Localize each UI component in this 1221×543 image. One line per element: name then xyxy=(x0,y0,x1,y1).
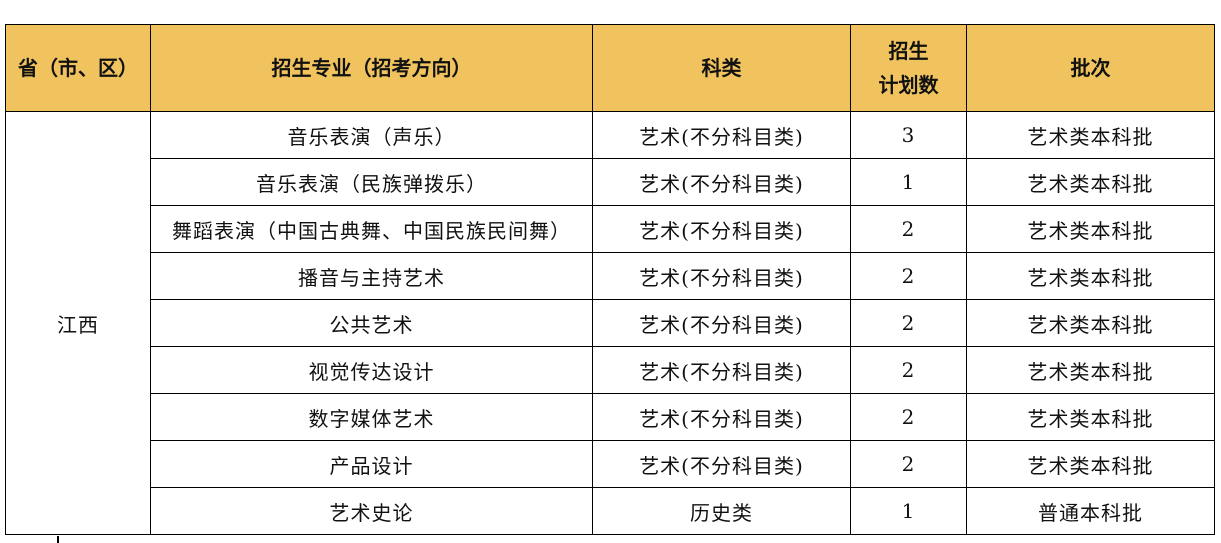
cell-major: 音乐表演（民族弹拨乐） xyxy=(150,158,593,206)
cell-major: 数字媒体艺术 xyxy=(150,393,593,441)
header-plan-line1: 招生 xyxy=(888,39,929,63)
cell-category: 艺术(不分科目类) xyxy=(592,158,851,206)
cell-category: 历史类 xyxy=(592,487,851,535)
cell-major: 舞蹈表演（中国古典舞、中国民族民间舞） xyxy=(150,205,593,253)
header-major: 招生专业（招考方向） xyxy=(150,24,593,112)
table-row: 公共艺术 艺术(不分科目类) 2 艺术类本科批 xyxy=(6,299,1215,347)
cell-category: 艺术(不分科目类) xyxy=(592,440,851,488)
cell-plan: 1 xyxy=(850,487,967,535)
cell-batch: 艺术类本科批 xyxy=(966,299,1215,347)
cell-batch: 艺术类本科批 xyxy=(966,393,1215,441)
cell-major: 视觉传达设计 xyxy=(150,346,593,394)
cell-category: 艺术(不分科目类) xyxy=(592,299,851,347)
cell-plan: 2 xyxy=(850,205,967,253)
cell-major: 艺术史论 xyxy=(150,487,593,535)
admission-plan-table: 省（市、区） 招生专业（招考方向） 科类 招生计划数 批次 江西 音乐表演（声乐）… xyxy=(5,24,1215,535)
header-plan-line2: 计划数 xyxy=(878,73,939,97)
cell-plan: 1 xyxy=(850,158,967,206)
cell-batch: 艺术类本科批 xyxy=(966,252,1215,300)
cell-major: 播音与主持艺术 xyxy=(150,252,593,300)
cell-plan: 2 xyxy=(850,299,967,347)
cell-plan: 2 xyxy=(850,346,967,394)
header-batch: 批次 xyxy=(966,24,1215,112)
cell-batch: 艺术类本科批 xyxy=(966,111,1215,159)
cell-plan: 2 xyxy=(850,440,967,488)
table-row: 江西 音乐表演（声乐） 艺术(不分科目类) 3 艺术类本科批 xyxy=(5,111,1215,535)
cell-plan: 2 xyxy=(850,393,967,441)
cell-batch: 普通本科批 xyxy=(966,487,1215,535)
cell-major: 产品设计 xyxy=(150,440,593,488)
cell-batch: 艺术类本科批 xyxy=(966,158,1215,206)
cell-category: 艺术(不分科目类) xyxy=(592,205,851,253)
table-row: 播音与主持艺术 艺术(不分科目类) 2 艺术类本科批 xyxy=(6,252,1215,300)
header-category: 科类 xyxy=(592,24,851,112)
cell-major: 音乐表演（声乐） xyxy=(150,111,593,159)
header-province: 省（市、区） xyxy=(5,24,151,112)
cell-category: 艺术(不分科目类) xyxy=(592,252,851,300)
cell-plan: 2 xyxy=(850,252,967,300)
table-row: 音乐表演（民族弹拨乐） 艺术(不分科目类) 1 艺术类本科批 xyxy=(6,158,1215,206)
cell-category: 艺术(不分科目类) xyxy=(592,111,851,159)
table-row: 艺术史论 历史类 1 普通本科批 xyxy=(6,487,1215,535)
cell-category: 艺术(不分科目类) xyxy=(592,393,851,441)
header-plan: 招生 计划数 xyxy=(850,24,967,112)
header-row: 省（市、区） 招生专业（招考方向） 科类 招生计划数 批次 xyxy=(5,24,1215,112)
text-cursor xyxy=(57,536,59,543)
table-row: 舞蹈表演（中国古典舞、中国民族民间舞） 艺术(不分科目类) 2 艺术类本科批 xyxy=(6,205,1215,253)
table-row: 产品设计 艺术(不分科目类) 2 艺术类本科批 xyxy=(6,440,1215,488)
cell-batch: 艺术类本科批 xyxy=(966,346,1215,394)
cell-batch: 艺术类本科批 xyxy=(966,440,1215,488)
cell-major: 公共艺术 xyxy=(150,299,593,347)
cell-batch: 艺术类本科批 xyxy=(966,205,1215,253)
table-row: 视觉传达设计 艺术(不分科目类) 2 艺术类本科批 xyxy=(6,346,1215,394)
cell-province: 江西 xyxy=(5,111,151,535)
cell-plan: 3 xyxy=(850,111,967,159)
table-row: 数字媒体艺术 艺术(不分科目类) 2 艺术类本科批 xyxy=(6,393,1215,441)
cell-category: 艺术(不分科目类) xyxy=(592,346,851,394)
